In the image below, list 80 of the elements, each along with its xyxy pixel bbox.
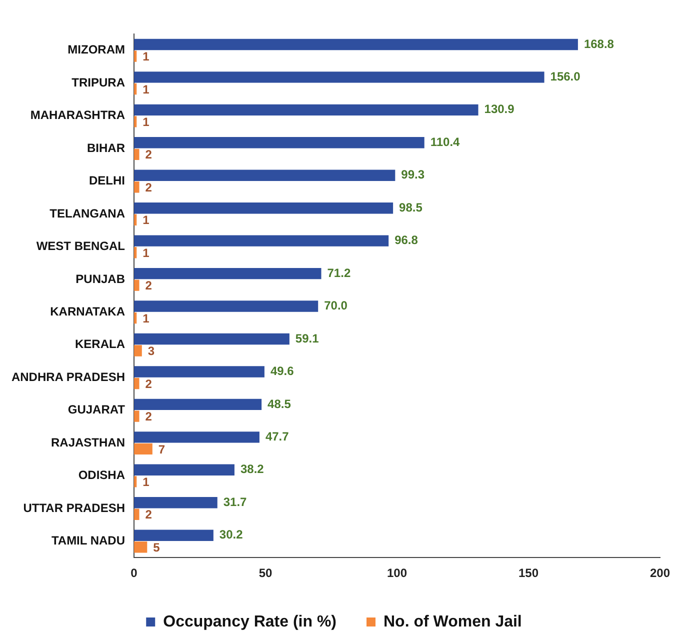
- bar: [134, 378, 140, 390]
- y-tick-label: BIHAR: [87, 140, 126, 155]
- bar: [134, 148, 140, 160]
- data-label: 130.9: [484, 102, 515, 116]
- data-label: 168.8: [584, 36, 614, 51]
- bar: [134, 542, 148, 553]
- data-label: 38.2: [240, 462, 264, 476]
- y-tick-label: GUJARAT: [68, 402, 126, 417]
- y-tick-label: TAMIL NADU: [51, 534, 126, 548]
- legend-label: No. of Women Jail: [383, 613, 522, 630]
- bar: [134, 104, 478, 116]
- bar: [134, 182, 140, 193]
- y-tick-label: TRIPURA: [72, 75, 126, 90]
- data-label: 156.0: [550, 70, 581, 84]
- data-label: 1: [142, 82, 150, 96]
- bar: [134, 72, 544, 83]
- data-label: 2: [145, 180, 152, 194]
- data-label: 3: [148, 344, 155, 358]
- data-label: 2: [145, 148, 152, 162]
- bar: [134, 443, 152, 455]
- data-label: 2: [145, 410, 152, 424]
- data-label: 99.3: [401, 168, 425, 182]
- bar: [134, 497, 218, 508]
- bar: [134, 235, 389, 246]
- x-tick-label: 200: [650, 566, 670, 580]
- data-label: 59.1: [295, 331, 320, 346]
- y-tick-label: KERALA: [75, 337, 126, 352]
- y-tick-label: MIZORAM: [68, 42, 126, 57]
- data-label: 49.6: [270, 364, 294, 378]
- data-label: 1: [142, 213, 150, 228]
- bar: [134, 280, 140, 291]
- data-label: 1: [142, 311, 150, 326]
- data-label: 2: [145, 278, 152, 293]
- bar: [134, 410, 140, 422]
- data-label: 2: [145, 508, 152, 522]
- y-tick-label: ANDHRA PRADESH: [11, 370, 126, 384]
- bar: [134, 300, 318, 312]
- y-tick-label: WEST BENGAL: [36, 239, 126, 254]
- x-tick-label: 0: [130, 566, 138, 580]
- y-tick-label: ODISHA: [78, 468, 126, 482]
- bar: [134, 333, 290, 345]
- data-label: 47.7: [265, 429, 290, 444]
- data-label: 48.5: [268, 396, 292, 411]
- legend-label: Occupancy Rate (in %): [163, 613, 336, 630]
- bar: [134, 432, 260, 443]
- data-label: 1: [142, 50, 150, 64]
- data-label: 31.7: [223, 494, 248, 509]
- data-label: 30.2: [219, 528, 244, 542]
- x-tick-label: 150: [518, 566, 539, 580]
- data-label: 71.2: [327, 266, 351, 280]
- data-label: 7: [158, 442, 166, 456]
- y-tick-label: UTTAR PRADESH: [23, 500, 126, 515]
- data-label: 70.0: [324, 298, 348, 313]
- data-label: 96.8: [394, 233, 418, 248]
- y-tick-label: RAJASTHAN: [50, 435, 126, 450]
- bar: [134, 530, 214, 541]
- y-tick-label: MAHARASHTRA: [30, 108, 126, 122]
- y-tick-label: KARNATAKA: [50, 304, 126, 318]
- bar: [134, 345, 142, 356]
- bar: [134, 508, 140, 520]
- y-tick-label: TELANGANA: [50, 206, 126, 220]
- data-label: 1: [142, 246, 150, 260]
- data-label: 5: [153, 540, 160, 554]
- bar: [134, 268, 322, 280]
- data-label: 110.4: [430, 134, 460, 149]
- data-label: 98.5: [399, 200, 423, 214]
- y-tick-label: DELHI: [89, 174, 126, 188]
- data-label: 2: [145, 376, 152, 391]
- bar: [134, 464, 234, 476]
- bar: [134, 366, 264, 378]
- bar: [134, 398, 262, 410]
- x-tick-label: 100: [386, 566, 408, 580]
- data-label: 1: [142, 115, 150, 130]
- y-tick-label: PUNJAB: [76, 272, 126, 286]
- data-label: 1: [142, 474, 150, 489]
- bar: [134, 202, 394, 214]
- bar: [134, 170, 396, 181]
- bar: [134, 38, 578, 50]
- x-tick-label: 50: [258, 566, 272, 580]
- bar: [134, 137, 424, 148]
